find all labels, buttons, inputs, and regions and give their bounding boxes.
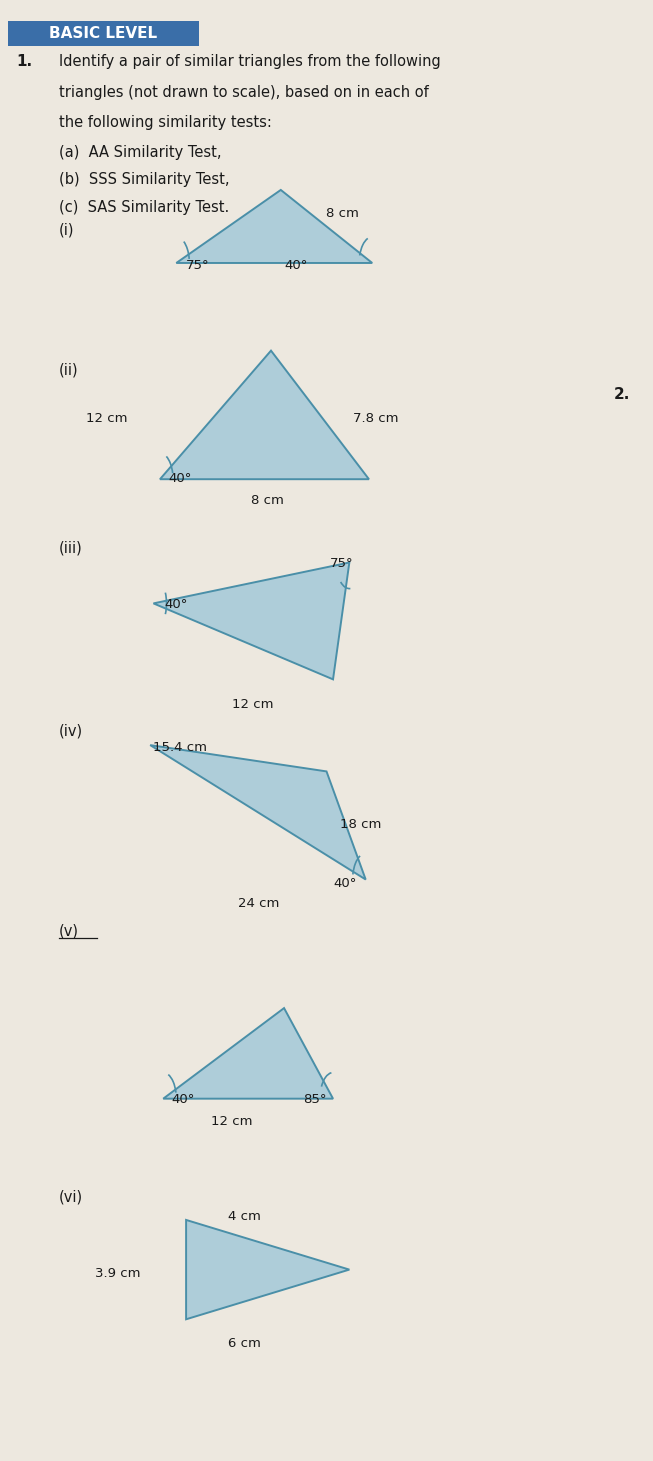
Polygon shape [186, 1220, 349, 1319]
Text: (vi): (vi) [59, 1189, 83, 1204]
Text: triangles (not drawn to scale), based on in each of: triangles (not drawn to scale), based on… [59, 85, 428, 99]
Text: 75°: 75° [330, 557, 353, 570]
Text: (v): (v) [59, 923, 79, 938]
Text: 24 cm: 24 cm [238, 897, 279, 910]
Text: 8 cm: 8 cm [326, 207, 359, 221]
Text: BASIC LEVEL: BASIC LEVEL [50, 26, 157, 41]
Text: 15.4 cm: 15.4 cm [153, 741, 208, 754]
Polygon shape [153, 562, 349, 679]
Polygon shape [176, 190, 372, 263]
Text: 40°: 40° [333, 877, 357, 890]
Polygon shape [163, 1008, 333, 1099]
Text: 12 cm: 12 cm [211, 1115, 253, 1128]
Text: (iv): (iv) [59, 723, 83, 738]
Text: 85°: 85° [303, 1093, 326, 1106]
Text: 40°: 40° [165, 598, 188, 611]
Polygon shape [160, 351, 369, 479]
Text: 12 cm: 12 cm [86, 412, 127, 425]
Text: (c)  SAS Similarity Test.: (c) SAS Similarity Test. [59, 200, 229, 215]
Text: (iii): (iii) [59, 541, 82, 555]
Bar [8, 22, 199, 47]
Text: (ii): (ii) [59, 362, 78, 377]
Text: 7.8 cm: 7.8 cm [353, 412, 398, 425]
Text: 8 cm: 8 cm [251, 494, 284, 507]
Text: (a)  AA Similarity Test,: (a) AA Similarity Test, [59, 145, 221, 159]
Polygon shape [150, 745, 366, 880]
Text: 1.: 1. [16, 54, 33, 69]
Text: 4 cm: 4 cm [229, 1210, 261, 1223]
Text: (b)  SSS Similarity Test,: (b) SSS Similarity Test, [59, 172, 229, 187]
Text: 40°: 40° [284, 259, 308, 272]
Text: (i): (i) [59, 222, 74, 237]
Text: 6 cm: 6 cm [229, 1337, 261, 1350]
Text: 75°: 75° [186, 259, 210, 272]
Text: 40°: 40° [172, 1093, 195, 1106]
Text: Identify a pair of similar triangles from the following: Identify a pair of similar triangles fro… [59, 54, 441, 69]
Text: 3.9 cm: 3.9 cm [95, 1267, 140, 1280]
Text: 40°: 40° [168, 472, 192, 485]
Text: 12 cm: 12 cm [232, 698, 274, 712]
Text: the following similarity tests:: the following similarity tests: [59, 115, 272, 130]
Text: 18 cm: 18 cm [340, 818, 381, 831]
Text: 2.: 2. [614, 387, 630, 402]
